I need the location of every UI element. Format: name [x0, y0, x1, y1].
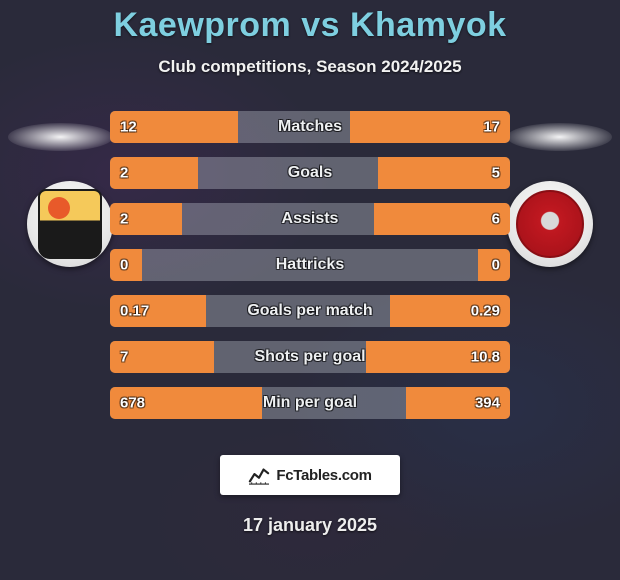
team-badge-left — [27, 181, 113, 267]
stat-bars: 1217Matches 25Goals 26Assists 00Hattricks 0.… — [110, 111, 510, 433]
stat-row: 25Goals — [110, 157, 510, 189]
stat-row: 26Assists — [110, 203, 510, 235]
stat-label: Hattricks — [110, 256, 510, 274]
stat-label: Goals — [110, 164, 510, 182]
stat-label: Shots per goal — [110, 348, 510, 366]
spotlight-left — [8, 123, 113, 151]
subtitle: Club competitions, Season 2024/2025 — [0, 57, 620, 77]
team-crest-left-icon — [38, 189, 102, 259]
spotlight-right — [507, 123, 612, 151]
stat-label: Min per goal — [110, 394, 510, 412]
brand-logo-icon — [248, 465, 270, 485]
team-crest-right-icon — [516, 190, 584, 258]
stat-row: 1217Matches — [110, 111, 510, 143]
infographic-container: Kaewprom vs Khamyok Club competitions, S… — [0, 0, 620, 580]
stat-row: 00Hattricks — [110, 249, 510, 281]
stat-label: Matches — [110, 118, 510, 136]
page-title: Kaewprom vs Khamyok — [0, 6, 620, 45]
team-badge-right — [507, 181, 593, 267]
comparison-panel: 1217Matches 25Goals 26Assists 00Hattricks 0.… — [0, 103, 620, 433]
stat-row: 710.8Shots per goal — [110, 341, 510, 373]
stat-label: Assists — [110, 210, 510, 228]
brand-text: FcTables.com — [276, 467, 371, 484]
date-label: 17 january 2025 — [0, 515, 620, 536]
brand-badge: FcTables.com — [220, 455, 400, 495]
stat-label: Goals per match — [110, 302, 510, 320]
stat-row: 0.170.29Goals per match — [110, 295, 510, 327]
stat-row: 678394Min per goal — [110, 387, 510, 419]
